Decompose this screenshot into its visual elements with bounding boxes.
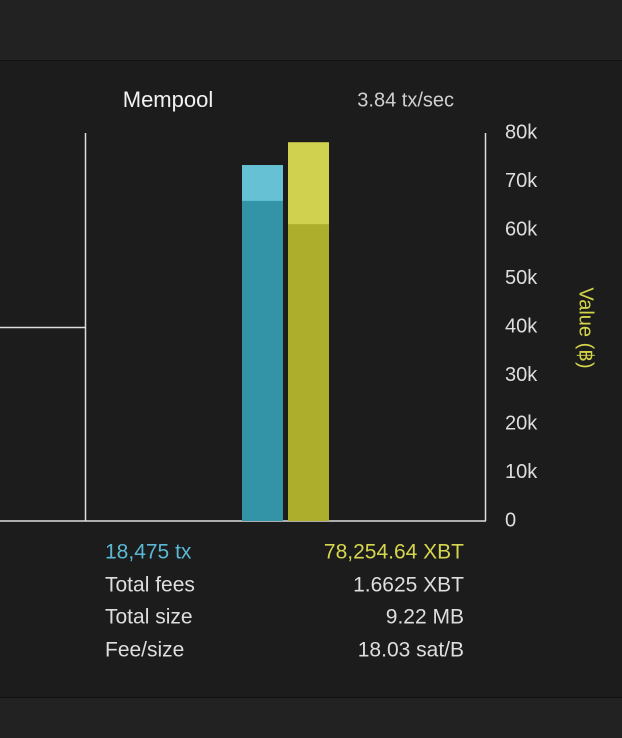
y-tick-label: 40k xyxy=(505,315,538,337)
y-tick-label: 10k xyxy=(505,461,538,483)
stat-value: 18.03 sat/B xyxy=(358,639,464,662)
y-tick-label: 0 xyxy=(505,509,516,531)
bottom-band xyxy=(0,698,622,738)
stat-label: Total size xyxy=(105,606,193,629)
stat-value: 1.6625 XBT xyxy=(353,574,464,597)
bar-inner xyxy=(288,224,329,521)
top-band xyxy=(0,0,622,60)
bar-inner xyxy=(242,200,283,521)
y-axis-label: Value (฿) xyxy=(575,287,597,368)
y-tick-label: 20k xyxy=(505,412,538,434)
y-tick-label: 50k xyxy=(505,267,538,289)
stat-value: 9.22 MB xyxy=(386,606,464,629)
stats: 18,475 tx 78,254.64 XBT Total fees 1.6625 X… xyxy=(105,541,464,662)
stat-label: 18,475 tx xyxy=(105,541,192,564)
y-tick-label: 80k xyxy=(505,121,538,143)
stat-label: Total fees xyxy=(105,574,195,597)
stat-value: 78,254.64 XBT xyxy=(324,541,464,564)
y-tick-label: 60k xyxy=(505,218,538,240)
chart-subtitle: 3.84 tx/sec xyxy=(357,89,454,111)
y-tick-label: 70k xyxy=(505,170,538,192)
chart-title: Mempool xyxy=(123,87,213,112)
y-tick-label: 30k xyxy=(505,364,538,386)
stat-label: Fee/size xyxy=(105,639,184,662)
